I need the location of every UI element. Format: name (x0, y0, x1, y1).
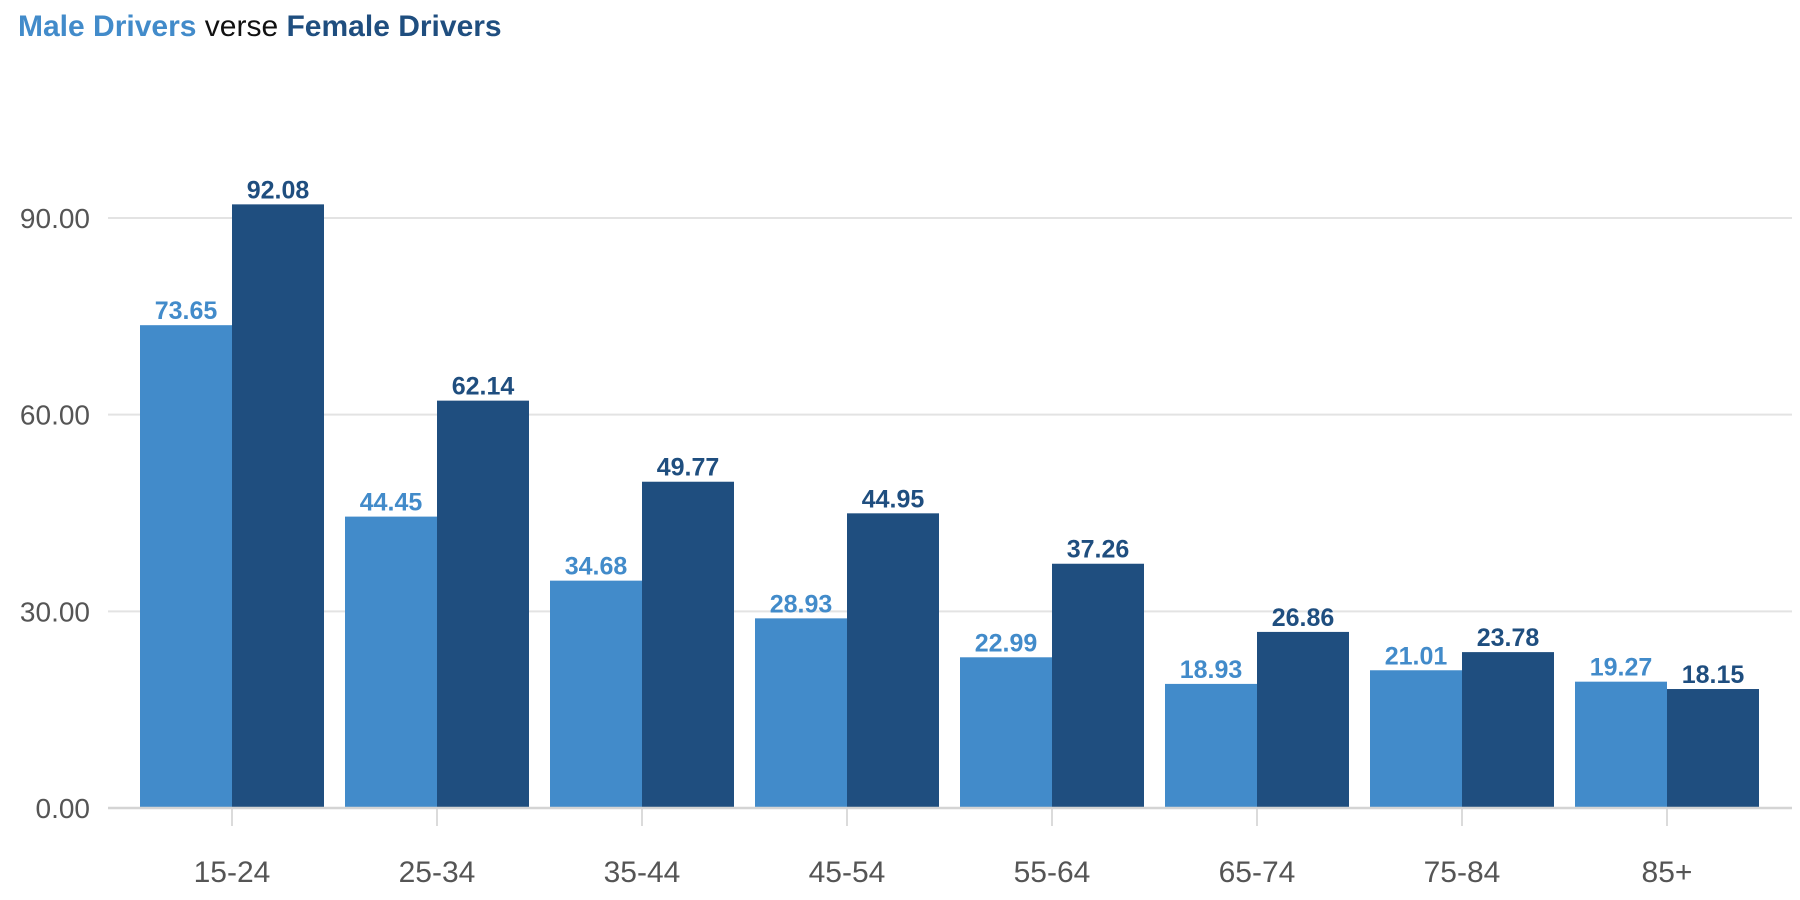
y-tick-label: 30.00 (20, 596, 90, 627)
data-label: 44.45 (360, 489, 423, 517)
data-label: 22.99 (975, 629, 1038, 657)
x-tick-label: 25-34 (399, 856, 476, 889)
data-label: 73.65 (155, 297, 218, 325)
x-axis: 15-24 25-34 35-44 45-54 55-64 65-74 75-84 85+ (108, 806, 1792, 889)
data-label: 37.26 (1067, 536, 1130, 564)
bar (1165, 683, 1257, 808)
bar (1462, 652, 1554, 808)
bar (1575, 681, 1667, 808)
bar (1667, 689, 1759, 808)
data-label: 18.93 (1180, 656, 1243, 684)
y-tick-label: 60.00 (20, 400, 90, 431)
x-tick-label: 75-84 (1424, 856, 1501, 889)
x-tick-label: 15-24 (194, 856, 271, 889)
bar (960, 657, 1052, 808)
bar (1370, 670, 1462, 808)
x-tick-label: 85+ (1642, 856, 1693, 889)
y-tick-label: 90.00 (20, 203, 90, 234)
bar (1257, 631, 1349, 808)
bar (755, 618, 847, 808)
data-label: 19.27 (1590, 654, 1653, 682)
data-label: 18.15 (1682, 661, 1745, 689)
data-label: 49.77 (657, 454, 720, 482)
bars (140, 204, 1759, 808)
x-tick-label: 35-44 (604, 856, 681, 889)
data-label: 44.95 (862, 485, 925, 513)
x-tick-label: 65-74 (1219, 856, 1296, 889)
bar (1052, 563, 1144, 808)
title-middle-part: verse (204, 10, 279, 43)
data-label: 26.86 (1272, 604, 1335, 632)
bar (847, 513, 939, 808)
title-male-part: Male Drivers (18, 10, 197, 43)
data-label: 23.78 (1477, 624, 1540, 652)
data-label: 92.08 (247, 176, 310, 204)
data-label: 62.14 (452, 373, 515, 401)
y-tick-label: 0.00 (36, 793, 91, 824)
bar (232, 204, 324, 808)
bar (642, 481, 734, 808)
x-tick-label: 55-64 (1014, 856, 1091, 889)
x-tick-label: 45-54 (809, 856, 886, 889)
bar (140, 325, 232, 808)
data-labels: 73.65 92.08 44.45 62.14 34.68 49.77 28.93 44.95… (155, 176, 1745, 689)
bar (345, 516, 437, 808)
title-female-part: Female Drivers (286, 10, 502, 43)
grid-lines: 0.00 30.00 60.00 90.00 (20, 203, 1792, 824)
data-label: 21.01 (1385, 642, 1448, 670)
chart-title: Male Drivers verse Female Drivers (18, 10, 502, 44)
data-label: 34.68 (565, 553, 628, 581)
bar (437, 400, 529, 808)
data-label: 28.93 (770, 590, 833, 618)
bar (550, 580, 642, 808)
